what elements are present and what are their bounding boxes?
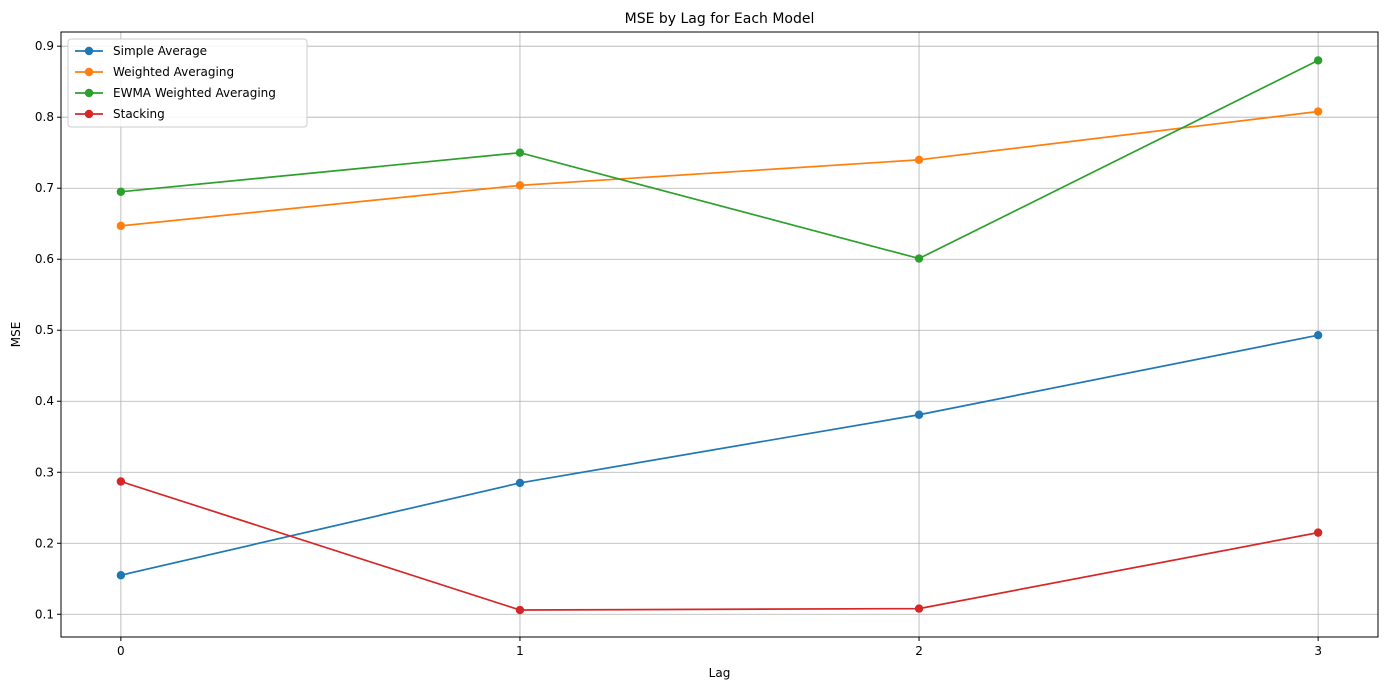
y-tick-label: 0.3 — [35, 465, 54, 479]
legend-marker-weighted-averaging — [84, 67, 94, 77]
data-point-simple-average — [116, 571, 126, 580]
y-tick-label: 0.6 — [35, 252, 54, 266]
plot-frame — [60, 31, 1379, 638]
data-point-stacking — [914, 604, 924, 613]
x-tick-label: 1 — [516, 644, 524, 658]
x-tick-label: 2 — [915, 644, 923, 658]
data-point-ewma-weighted-averaging — [914, 254, 924, 263]
legend-marker-ewma-weighted-averaging — [84, 88, 94, 98]
x-axis: 0 1 2 3 — [117, 637, 1322, 658]
data-point-simple-average — [914, 410, 924, 419]
x-tick-label: 3 — [1314, 644, 1322, 658]
series-line-simple-average — [120, 334, 1319, 577]
y-tick-label: 0.5 — [35, 323, 54, 337]
data-point-ewma-weighted-averaging — [116, 187, 126, 196]
series-line-ewma-weighted-averaging — [120, 59, 1319, 260]
data-point-weighted-averaging — [1313, 107, 1323, 116]
legend-label-stacking: Stacking — [113, 107, 165, 121]
legend-box — [67, 38, 308, 128]
data-point-stacking — [1313, 528, 1323, 537]
legend-label-weighted-averaging: Weighted Averaging — [113, 65, 234, 79]
series-line-stacking — [120, 480, 1319, 611]
data-point-weighted-averaging — [116, 221, 126, 231]
series-layer — [116, 56, 1323, 615]
series-line-weighted-averaging — [120, 110, 1319, 227]
y-tick-label: 0.4 — [35, 394, 54, 408]
legend-label-ewma-weighted-averaging: EWMA Weighted Averaging — [113, 86, 276, 100]
y-tick-label: 0.8 — [35, 110, 54, 124]
legend: Simple Average Weighted Averaging EWMA Wei… — [67, 38, 308, 128]
y-axis: 0.1 0.2 0.3 0.4 0.5 0.6 0.7 0.8 0.9 — [35, 39, 61, 621]
y-axis-label: MSE — [9, 322, 23, 348]
legend-marker-stacking — [84, 109, 94, 119]
data-point-weighted-averaging — [515, 181, 525, 190]
legend-marker-simple-average — [84, 46, 94, 56]
y-tick-label: 0.7 — [35, 181, 54, 195]
x-tick-label: 0 — [117, 644, 125, 658]
data-point-simple-average — [1313, 331, 1323, 340]
data-point-weighted-averaging — [914, 155, 924, 165]
legend-label-simple-average: Simple Average — [113, 44, 207, 58]
data-point-stacking — [515, 605, 525, 615]
x-axis-label: Lag — [709, 666, 731, 680]
data-point-simple-average — [515, 478, 525, 488]
y-tick-label: 0.9 — [35, 39, 54, 53]
data-point-stacking — [116, 477, 126, 486]
y-tick-label: 0.1 — [35, 607, 54, 621]
data-point-ewma-weighted-averaging — [515, 148, 525, 157]
chart-title: MSE by Lag for Each Model — [625, 11, 815, 27]
y-tick-label: 0.2 — [35, 536, 54, 550]
data-point-ewma-weighted-averaging — [1313, 56, 1323, 65]
